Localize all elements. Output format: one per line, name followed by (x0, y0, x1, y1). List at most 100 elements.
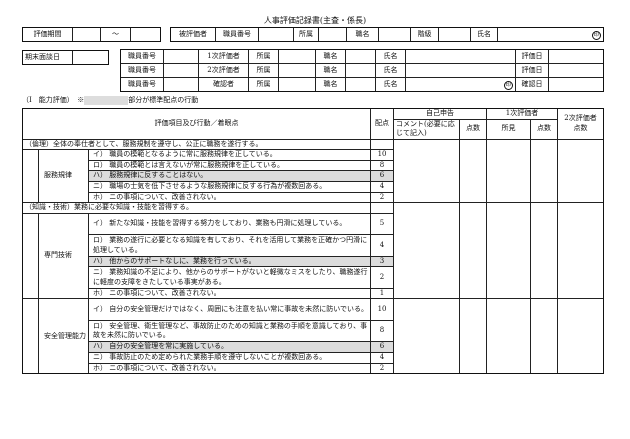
comment-field[interactable] (393, 298, 461, 375)
interview-date-table: 期末面談日 (22, 50, 109, 65)
opinion-field[interactable] (486, 202, 532, 300)
item-row: ロ） 業務の遂行に必要となる知識を有しており、それを活用して業務を正確かつ円滑に… (23, 234, 604, 257)
second-score-header: 2次評価者点数 (557, 108, 604, 140)
dept-field[interactable] (278, 77, 316, 92)
first-score-header: 点数 (530, 118, 559, 140)
evaluator-row: 職員番号 確認者 所属 職名 氏名 印 確認日 (120, 77, 604, 92)
name-field[interactable] (405, 63, 516, 78)
name-field[interactable]: 印 (497, 27, 604, 42)
name-label: 氏名 (375, 63, 406, 78)
behavior-text: ロ） 安全管理、衛生管理など、事故防止のための知識と業務の手順を意識しており、事… (87, 319, 372, 343)
position-label: 職名 (315, 63, 346, 78)
behavior-text: ハ） 自分の安全管理を常に実施している。 (87, 341, 372, 354)
item-row: ホ） ニの事項について、改善されない。 2 (23, 362, 604, 375)
staff-no-field[interactable] (258, 27, 294, 42)
name-label: 氏名 (375, 49, 406, 64)
standard-shade-legend (84, 95, 129, 105)
date-label: 確認日 (515, 77, 549, 92)
role-label: 1次評価者 (198, 49, 249, 64)
behavior-text: ニ） 業務知識の不足により、他からのサポートがないと軽微なミスをしたり、職務遂行… (87, 266, 372, 289)
section-row: （知識・技術）業務に必要な知識・技能を習得する。 (21, 202, 604, 300)
self-score-field[interactable] (459, 202, 488, 300)
indent-cell (22, 149, 39, 203)
dept-field[interactable] (278, 49, 316, 64)
first-score-field[interactable] (530, 138, 559, 204)
staff-no-field[interactable] (163, 63, 199, 78)
points-value: 2 (370, 362, 395, 375)
first-score-field[interactable] (530, 298, 559, 375)
comment-field[interactable] (393, 202, 461, 300)
page-title: 人事評価記録書(主査・係長) (263, 16, 367, 25)
comment-header: コメント(必要に応じて記入) (393, 118, 461, 140)
date-field[interactable] (548, 77, 604, 92)
item-row: ハ） 自分の安全管理を常に実施している。 6 (23, 341, 604, 354)
points-value: 2 (370, 266, 395, 289)
dept-label: 所属 (293, 27, 319, 42)
behavior-text: イ） 自分の安全管理だけではなく、周囲にも注意を払い常に事故を未然に防いでいる。 (87, 298, 372, 321)
opinion-field[interactable] (486, 298, 532, 375)
points-value: 2 (370, 191, 395, 204)
item-header: 評価項目及び行動／着眼点 (21, 108, 372, 140)
position-field[interactable] (378, 27, 411, 42)
behavior-text: イ） 新たな知識・技能を習得する努力をしており、業務も円滑に処理している。 (87, 212, 372, 236)
position-field[interactable] (345, 77, 376, 92)
position-label: 職名 (315, 77, 346, 92)
opinion-header: 所見 (486, 118, 532, 140)
staff-no-label: 職員番号 (120, 77, 164, 92)
name-field[interactable]: 印 (405, 77, 516, 92)
staff-no-field[interactable] (163, 77, 199, 92)
period-tilde: 〜 (100, 27, 131, 42)
second-score-field[interactable] (557, 138, 604, 204)
grade-field[interactable] (438, 27, 471, 42)
behavior-text: ハ） 服務規律に反することはない。 (87, 170, 372, 182)
date-label: 評価日 (515, 49, 549, 64)
staff-no-label: 職員番号 (120, 63, 164, 78)
behavior-text: ニ） 事故防止のため定められた業務手順を遵守しないことが複数回ある。 (87, 352, 372, 364)
role-label: 2次評価者 (198, 63, 249, 78)
behavior-text: ロ） 職員の模範とは言えないが常に服務規律を正している。 (87, 159, 372, 172)
section-title: （倫理）全体の奉仕者として、服務規制を遵守し、公正に職務を遂行する。 (21, 138, 372, 151)
staff-no-label: 職員番号 (120, 49, 164, 64)
first-evaluator-header: 1次評価者 (486, 108, 559, 120)
period-start[interactable] (72, 27, 101, 42)
seal-icon: 印 (504, 80, 513, 90)
section-points (370, 138, 395, 151)
self-score-field[interactable] (459, 138, 488, 204)
interview-label: 期末面談日 (22, 50, 73, 65)
date-field[interactable] (548, 63, 604, 78)
dept-label: 所属 (248, 77, 279, 92)
caption-suffix: 部分が標準配点の行動 (128, 96, 199, 104)
second-score-field[interactable] (557, 202, 604, 300)
position-label: 職名 (346, 27, 379, 42)
interview-date-field[interactable] (72, 50, 109, 65)
behavior-text: ホ） ニの事項について、改善されない。 (87, 191, 372, 204)
first-score-field[interactable] (530, 202, 559, 300)
name-field[interactable] (405, 49, 516, 64)
self-score-field[interactable] (459, 298, 488, 375)
behavior-text: ホ） ニの事項について、改善されない。 (87, 287, 372, 300)
dept-field[interactable] (318, 27, 347, 42)
position-field[interactable] (345, 49, 376, 64)
item-row: ニ） 事故防止のため定められた業務手順を遵守しないことが複数回ある。 4 (23, 352, 604, 364)
section-title: （知識・技術）業務に必要な知識・技能を習得する。 (21, 202, 372, 214)
evaluator-row: 職員番号 2次評価者 所属 職名 氏名 評価日 (120, 63, 604, 78)
self-score-header: 点数 (459, 118, 488, 140)
item-row: ロ） 安全管理、衛生管理など、事故防止のための知識と業務の手順を意識しており、事… (23, 319, 604, 343)
evaluatee-table: 被評価者 職員番号 所属 職名 階級 氏名 印 (170, 27, 604, 42)
date-field[interactable] (548, 49, 604, 64)
behavior-text: イ） 職員の模範となるように常に服務規律を正している。 (87, 149, 372, 161)
role-label: 確認者 (198, 77, 249, 92)
name-label: 氏名 (375, 77, 406, 92)
staff-no-field[interactable] (163, 49, 199, 64)
second-score-field[interactable] (557, 298, 604, 375)
dept-field[interactable] (278, 63, 316, 78)
grade-label: 階級 (410, 27, 439, 42)
comment-field[interactable] (393, 138, 461, 204)
period-end[interactable] (130, 27, 161, 42)
evaluatee-label: 被評価者 (170, 27, 216, 42)
behavior-text: ハ） 他からのサポートなしに、業務を行っている。 (87, 255, 372, 268)
evaluation-period-table: 評価期間 〜 (22, 27, 161, 42)
caption-prefix: （I 能力評価） ※ (22, 96, 85, 104)
position-field[interactable] (345, 63, 376, 78)
opinion-field[interactable] (486, 138, 532, 204)
